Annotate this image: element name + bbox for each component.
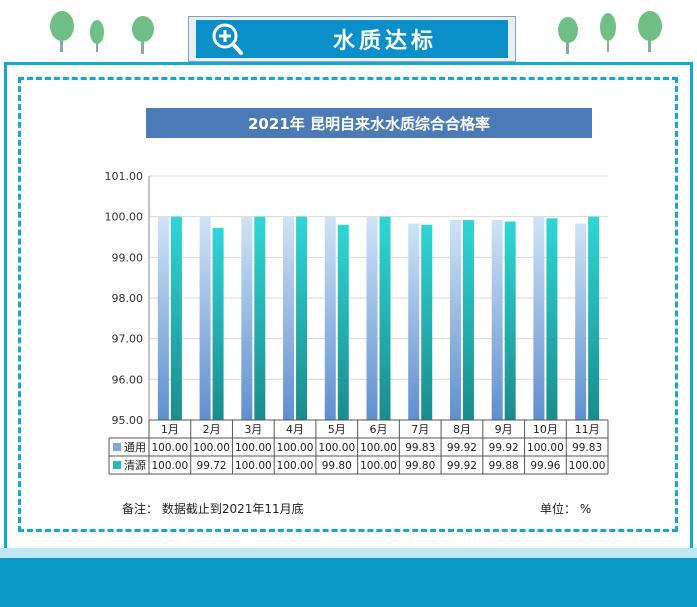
bar-tongyong <box>366 216 378 420</box>
bar-qingyuan <box>462 219 474 420</box>
data-label: 99.80 <box>405 460 435 472</box>
bar-tongyong <box>157 216 169 420</box>
bar-qingyuan <box>212 228 224 420</box>
data-label: 99.83 <box>572 442 602 454</box>
data-label: 100.00 <box>527 442 564 454</box>
data-label: 99.92 <box>447 442 477 454</box>
legend-label: 清源 <box>124 458 146 472</box>
x-tick-label: 8月 <box>453 423 471 436</box>
bar-tongyong <box>241 216 253 420</box>
x-tick-label: 10月 <box>533 423 558 436</box>
data-label: 99.92 <box>489 442 519 454</box>
x-tick-label: 3月 <box>244 423 262 436</box>
bar-qingyuan <box>379 216 391 420</box>
data-label: 100.00 <box>193 442 230 454</box>
bar-qingyuan <box>421 224 433 420</box>
y-tick-label: 99.00 <box>112 251 144 264</box>
data-label: 100.00 <box>235 442 272 454</box>
y-tick-label: 98.00 <box>112 292 144 305</box>
y-tick-label: 100.00 <box>105 211 144 224</box>
data-label: 100.00 <box>318 442 355 454</box>
y-tick-label: 96.00 <box>112 373 144 386</box>
bar-tongyong <box>324 216 336 420</box>
tree-icon <box>90 20 104 52</box>
data-label: 99.80 <box>322 460 352 472</box>
chart-title: 2021年 昆明自来水水质综合合格率 <box>146 108 592 138</box>
bar-qingyuan <box>170 216 182 420</box>
x-tick-label: 9月 <box>495 423 513 436</box>
bar-qingyuan <box>588 216 600 420</box>
bar-qingyuan <box>504 221 516 420</box>
tree-icon <box>132 16 154 54</box>
y-tick-label: 95.00 <box>112 414 144 427</box>
data-label: 100.00 <box>360 442 397 454</box>
data-label: 99.83 <box>405 442 435 454</box>
data-label: 100.00 <box>569 460 606 472</box>
footnote: 备注： 数据截止到2021年11月底 <box>122 502 304 516</box>
bar-tongyong <box>283 216 295 420</box>
dashed-frame <box>18 77 678 532</box>
y-tick-label: 101.00 <box>105 170 144 183</box>
bar-tongyong <box>575 223 587 420</box>
data-label: 100.00 <box>151 460 188 472</box>
bar-qingyuan <box>296 216 308 420</box>
bottom-band <box>0 548 697 607</box>
data-label: 100.00 <box>360 460 397 472</box>
page-title: 水质达标 <box>332 29 437 54</box>
data-label: 100.00 <box>277 442 314 454</box>
outer-frame <box>4 62 693 548</box>
data-label: 99.96 <box>530 460 560 472</box>
data-label: 99.72 <box>197 460 227 472</box>
bar-tongyong <box>533 216 545 420</box>
x-tick-label: 6月 <box>370 423 388 436</box>
bar-qingyuan <box>546 218 558 420</box>
bar-qingyuan <box>254 216 266 420</box>
x-tick-label: 7月 <box>411 423 429 436</box>
tree-icon <box>638 11 662 52</box>
bar-tongyong <box>408 223 420 420</box>
x-tick-label: 1月 <box>161 423 179 436</box>
tree-icon <box>558 17 578 54</box>
x-tick-label: 2月 <box>203 423 221 436</box>
x-tick-label: 4月 <box>286 423 304 436</box>
title-banner: 水质达标 <box>188 16 516 62</box>
legend-label: 通用 <box>124 441 146 454</box>
bar-qingyuan <box>337 224 349 420</box>
legend-swatch <box>113 461 121 469</box>
banner-inner <box>196 20 508 58</box>
unit-note: 单位： % <box>540 502 592 516</box>
x-tick-label: 11月 <box>575 423 600 436</box>
y-tick-label: 97.00 <box>112 333 144 346</box>
bar-tongyong <box>449 219 461 420</box>
tree-icon <box>600 13 616 52</box>
legend-swatch <box>113 443 121 451</box>
data-label: 100.00 <box>235 460 272 472</box>
bar-tongyong <box>199 216 211 420</box>
x-tick-label: 5月 <box>328 423 346 436</box>
bar-tongyong <box>491 219 503 420</box>
data-label: 100.00 <box>277 460 314 472</box>
data-label: 99.88 <box>489 460 519 472</box>
data-label: 100.00 <box>151 442 188 454</box>
zoom-in-icon <box>212 23 243 55</box>
tree-icon <box>50 11 74 52</box>
data-label: 99.92 <box>447 460 477 472</box>
